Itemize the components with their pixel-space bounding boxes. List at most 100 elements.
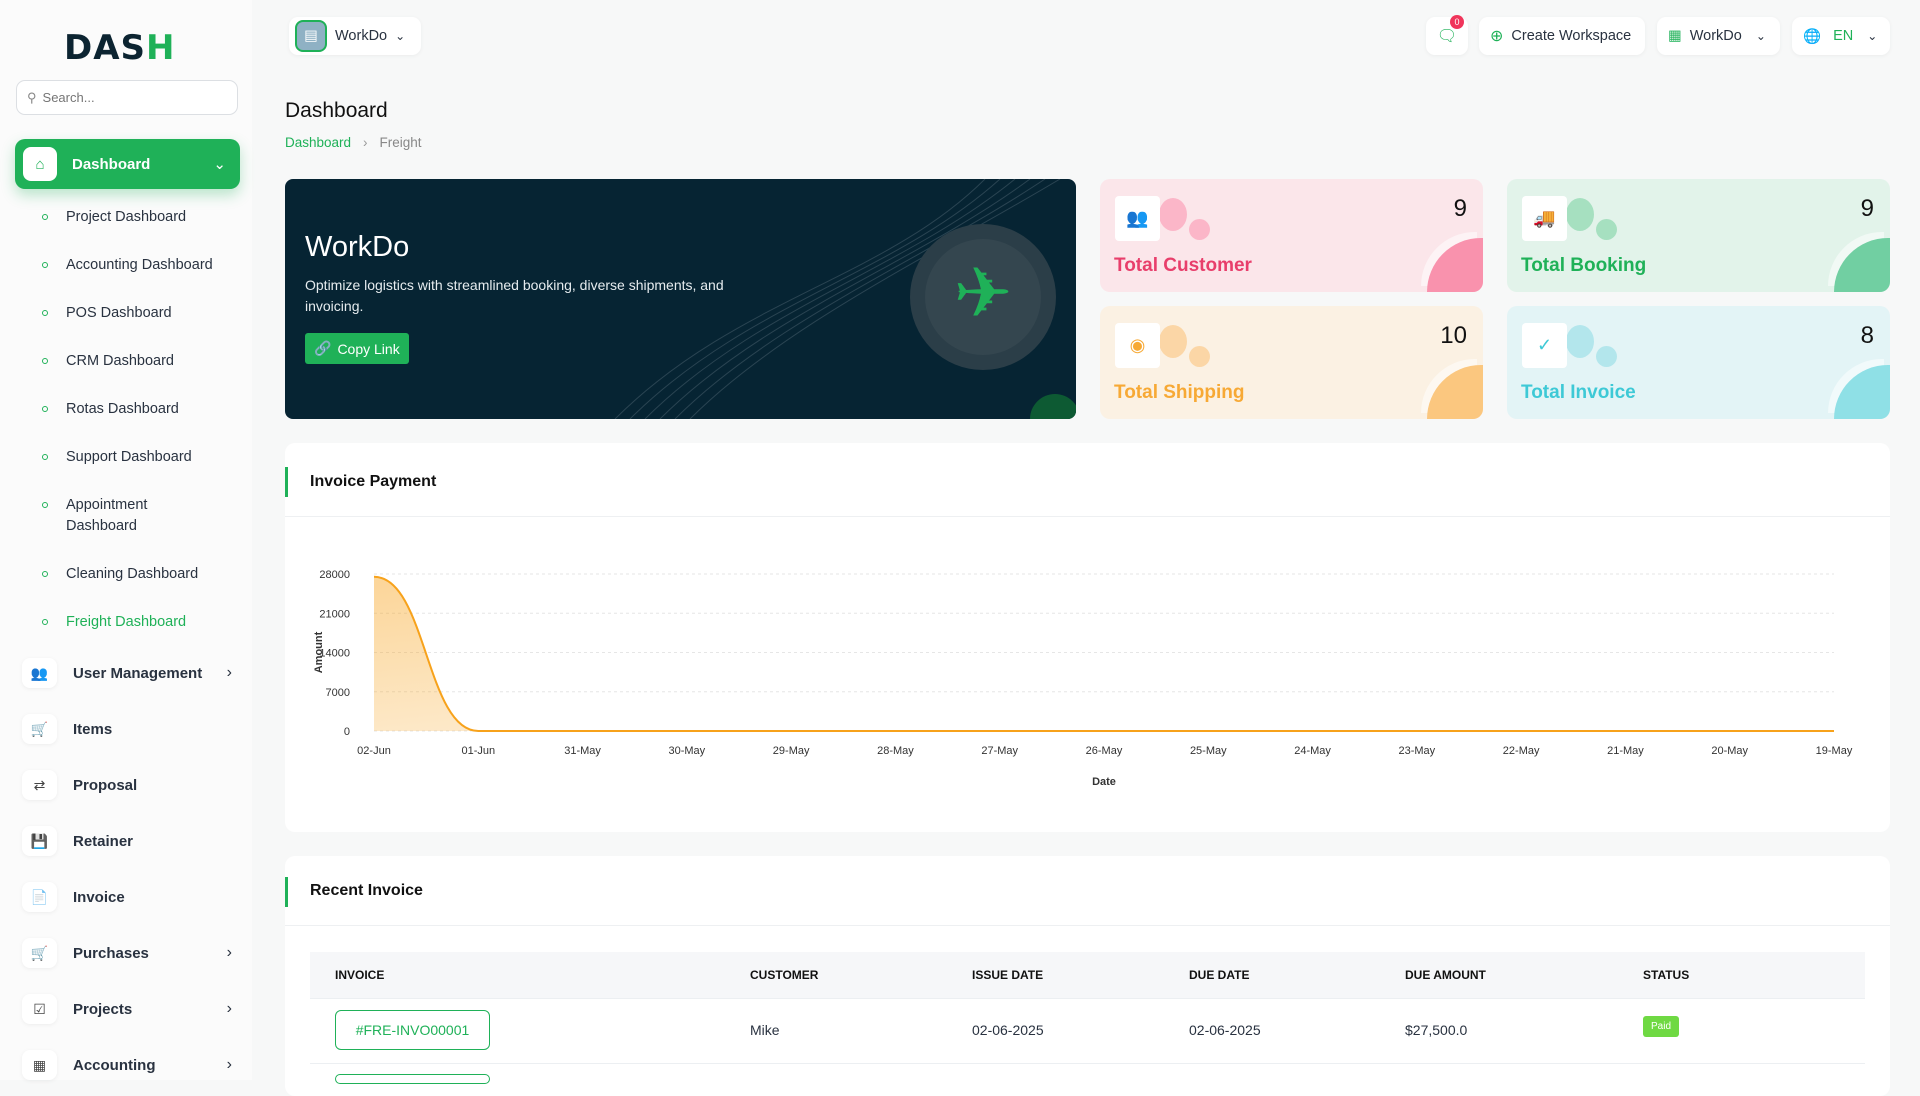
y-tick-label: 7000 bbox=[326, 687, 350, 699]
chevron-down-icon: ⌄ bbox=[1755, 29, 1766, 43]
file-icon: 📄 bbox=[22, 882, 57, 912]
search-box[interactable]: ⚲ bbox=[16, 80, 238, 115]
sidebar-subitem-label: Project Dashboard bbox=[66, 209, 187, 225]
sidebar-subitem-label: POS Dashboard bbox=[66, 305, 172, 321]
users-icon: 👥 bbox=[1115, 196, 1160, 241]
sidebar-subitem[interactable]: Freight Dashboard bbox=[42, 612, 186, 633]
y-tick-label: 0 bbox=[344, 726, 350, 738]
search-input[interactable] bbox=[42, 90, 213, 105]
swap-icon: ⇄ bbox=[22, 770, 57, 800]
chevron-down-icon: ⌄ bbox=[1867, 29, 1878, 43]
sidebar-subitem[interactable]: CRM Dashboard bbox=[42, 351, 174, 372]
sidebar-item[interactable]: 👥 User Management › bbox=[22, 652, 232, 694]
checkbox-icon: ☑ bbox=[22, 994, 57, 1024]
x-tick-label: 21-May bbox=[1607, 745, 1644, 757]
sidebar-subitem[interactable]: Cleaning Dashboard bbox=[42, 564, 198, 585]
x-tick-label: 22-May bbox=[1503, 745, 1540, 757]
sidebar-item-label: Items bbox=[73, 720, 113, 738]
plus-circle-icon: ⊕ bbox=[1490, 28, 1504, 45]
invoice-link-button[interactable]: #FRE-INVO00001 bbox=[335, 1010, 490, 1050]
sidebar: DASH ⚲ ⌂ Dashboard ⌄ Project Dashboard Ac… bbox=[0, 0, 252, 1080]
bullet-icon bbox=[42, 571, 48, 577]
table-cell-amount: $27,500.0 bbox=[1405, 1022, 1468, 1038]
sidebar-item-label: User Management bbox=[73, 664, 203, 682]
workspace-selector[interactable]: ▤ WorkDo ⌄ bbox=[289, 17, 421, 55]
sidebar-item[interactable]: ☑ Projects › bbox=[22, 988, 232, 1030]
page-title: Dashboard bbox=[285, 99, 388, 122]
bullet-icon bbox=[42, 262, 48, 268]
logo[interactable]: DASH bbox=[64, 28, 176, 68]
compass-icon: ◉ bbox=[1115, 323, 1160, 368]
create-workspace-button[interactable]: ⊕ Create Workspace bbox=[1479, 17, 1645, 55]
sidebar-item-label: Purchases bbox=[73, 944, 149, 962]
area-fill bbox=[374, 576, 1834, 731]
chevron-right-icon: › bbox=[226, 664, 232, 681]
building-icon: ▤ bbox=[295, 20, 327, 52]
sidebar-subitem[interactable]: POS Dashboard bbox=[42, 303, 172, 324]
sidebar-subitem-label: Freight Dashboard bbox=[66, 614, 187, 630]
globe-icon: 🌐 bbox=[1803, 28, 1822, 45]
breadcrumb-freight: Freight bbox=[379, 135, 422, 150]
welcome-banner: ✈ WorkDo Optimize logistics with streaml… bbox=[285, 179, 1076, 419]
sidebar-item[interactable]: ▦ Accounting › bbox=[22, 1044, 232, 1086]
stat-value: 9 bbox=[1453, 195, 1467, 222]
stat-value: 10 bbox=[1440, 322, 1467, 349]
chevron-right-icon: › bbox=[226, 1000, 232, 1017]
column-header: DUE AMOUNT bbox=[1405, 968, 1486, 982]
breadcrumb-dashboard[interactable]: Dashboard bbox=[285, 135, 352, 150]
sidebar-subitem[interactable]: Support Dashboard bbox=[42, 447, 192, 468]
sidebar-item[interactable]: 🛒 Purchases › bbox=[22, 932, 232, 974]
sidebar-subitem[interactable]: Rotas Dashboard bbox=[42, 399, 179, 420]
copy-link-button[interactable]: 🔗 Copy Link bbox=[305, 333, 409, 364]
sidebar-item[interactable]: 📄 Invoice bbox=[22, 876, 232, 918]
sidebar-item-label: Projects bbox=[73, 1000, 133, 1018]
copy-link-label: Copy Link bbox=[337, 340, 400, 357]
x-tick-label: 24-May bbox=[1294, 745, 1331, 757]
sidebar-subitem-label: Rotas Dashboard bbox=[66, 401, 179, 417]
stat-label: Total Customer bbox=[1114, 255, 1252, 276]
sidebar-item-label: Retainer bbox=[73, 832, 134, 850]
status-badge: Paid bbox=[1643, 1016, 1680, 1037]
invoice-link-button[interactable] bbox=[335, 1074, 490, 1084]
x-tick-label: 01-Jun bbox=[461, 745, 495, 757]
stat-card: 👥 9 Total Customer bbox=[1100, 179, 1483, 292]
sidebar-item[interactable]: 💾 Retainer bbox=[22, 820, 232, 862]
sidebar-subitem-label: Support Dashboard bbox=[66, 449, 192, 465]
table-cell-customer: Mike bbox=[750, 1022, 780, 1038]
banner-description: Optimize logistics with streamlined book… bbox=[305, 277, 724, 314]
save-icon: 💾 bbox=[22, 826, 57, 856]
sidebar-item-label: Proposal bbox=[73, 776, 138, 794]
sidebar-item[interactable]: 🛒 Items bbox=[22, 708, 232, 750]
sidebar-subitem-label: Accounting Dashboard bbox=[66, 257, 213, 273]
users-icon: 👥 bbox=[22, 658, 57, 688]
stat-card: 🚚 9 Total Booking bbox=[1507, 179, 1890, 292]
sidebar-subitem[interactable]: Appointment Dashboard bbox=[42, 495, 216, 537]
stat-card: ◉ 10 Total Shipping bbox=[1100, 306, 1483, 419]
x-tick-label: 02-Jun bbox=[357, 745, 391, 757]
bullet-icon bbox=[42, 310, 48, 316]
chat-button[interactable]: 🗨 0 bbox=[1426, 15, 1468, 55]
bullet-icon bbox=[42, 406, 48, 412]
home-icon: ⌂ bbox=[23, 147, 57, 181]
x-tick-label: 30-May bbox=[669, 745, 706, 757]
language-selector[interactable]: 🌐 EN ⌄ bbox=[1792, 17, 1890, 55]
chevron-down-icon: ⌄ bbox=[213, 156, 226, 173]
x-tick-label: 31-May bbox=[564, 745, 601, 757]
invoice-payment-card: Invoice Payment 0 7000 14000 21000 28000 02-J… bbox=[285, 443, 1890, 832]
table-cell-due: 02-06-2025 bbox=[1189, 1022, 1261, 1038]
y-tick-label: 14000 bbox=[319, 648, 350, 660]
sidebar-item-label: Accounting bbox=[73, 1056, 156, 1074]
sidebar-subitem[interactable]: Accounting Dashboard bbox=[42, 255, 213, 276]
workspace-menu[interactable]: ▦ WorkDo ⌄ bbox=[1657, 17, 1780, 55]
create-workspace-label: Create Workspace bbox=[1511, 28, 1632, 44]
banner-title: WorkDo bbox=[305, 231, 410, 263]
sidebar-item-dashboard[interactable]: ⌂ Dashboard ⌄ bbox=[15, 139, 240, 189]
card-title: Invoice Payment bbox=[310, 473, 437, 490]
bullet-icon bbox=[42, 619, 48, 625]
cart-icon: 🛒 bbox=[22, 714, 57, 744]
sidebar-item[interactable]: ⇄ Proposal bbox=[22, 764, 232, 806]
column-header: CUSTOMER bbox=[750, 968, 819, 982]
apps-icon: ▦ bbox=[22, 1050, 57, 1080]
x-tick-label: 20-May bbox=[1711, 745, 1748, 757]
sidebar-subitem[interactable]: Project Dashboard bbox=[42, 207, 186, 228]
